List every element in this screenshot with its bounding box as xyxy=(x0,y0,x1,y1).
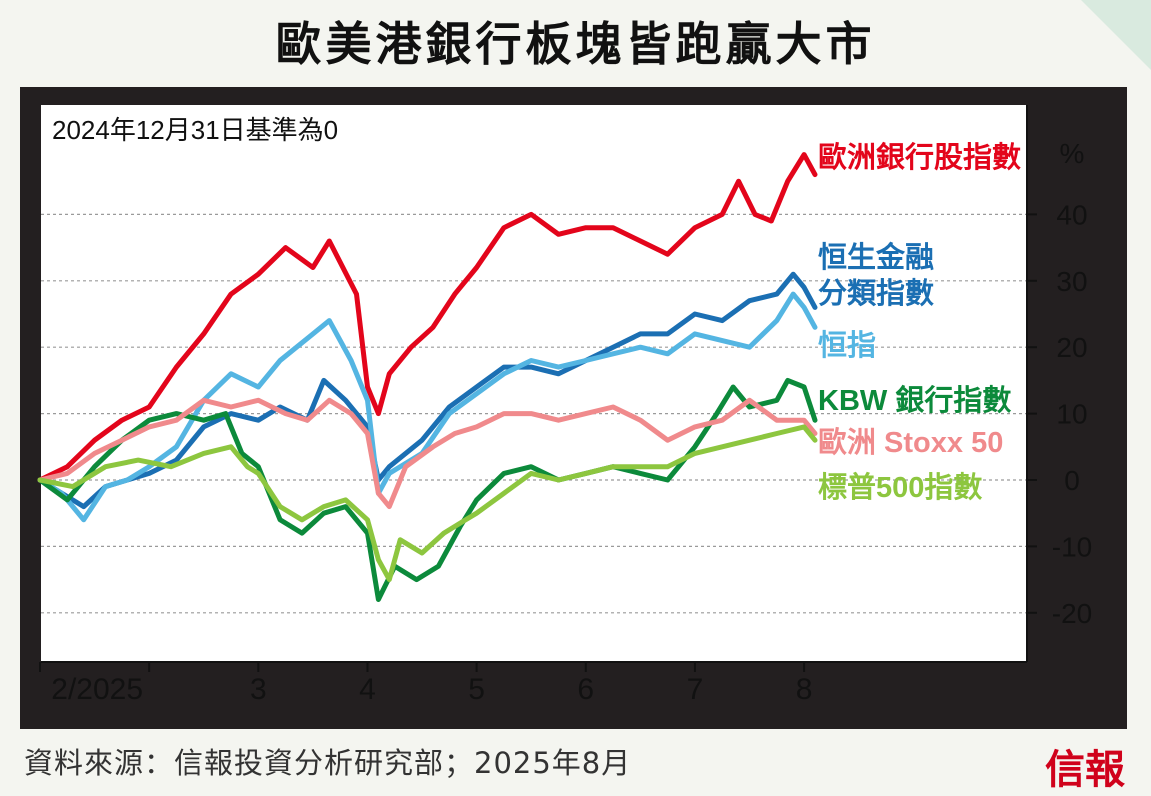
y-tick-label: -20 xyxy=(1052,598,1092,629)
y-tick-label: 40 xyxy=(1056,199,1087,230)
y-tick-label: -10 xyxy=(1052,531,1092,562)
series-line xyxy=(37,377,818,602)
legend-label: KBW 銀行指數 xyxy=(818,384,1011,417)
unit-label: % xyxy=(1060,138,1085,169)
x-tick-label: 2/2025 xyxy=(51,673,143,706)
chart-frame: -20 -10 0 10 20 30 40 2/2025 3 4 5 6 7 8 2024年12月31日基… xyxy=(20,87,1127,729)
series-line xyxy=(37,424,818,583)
corner-decoration xyxy=(1081,0,1151,70)
baseline-note: 2024年12月31日基準為0 xyxy=(52,115,338,145)
legend-label: 分類指數 xyxy=(818,277,934,310)
plot-area xyxy=(41,105,1027,662)
line-chart: -20 -10 0 10 20 30 40 2/2025 3 4 5 6 7 8 2024年12月31日基… xyxy=(37,105,1092,706)
axes: -20 -10 0 10 20 30 40 2/2025 3 4 5 6 7 8 xyxy=(39,105,1092,706)
x-tick-label: 5 xyxy=(468,673,485,706)
publisher-logo: 信報 xyxy=(1045,746,1125,793)
x-tick-label: 6 xyxy=(577,673,594,706)
legend-label: 標普500指數 xyxy=(818,471,982,504)
series-line xyxy=(37,152,818,483)
legend-label: 歐洲 Stoxx 50 xyxy=(818,426,1003,459)
y-tick-label: 10 xyxy=(1056,399,1087,430)
page-title: 歐美港銀行板塊皆跑贏大市 xyxy=(275,17,876,71)
series-line xyxy=(37,397,818,510)
legend-label: 歐洲銀行股指數 xyxy=(818,141,1021,174)
source-note: 資料來源：信報投資分析研究部；2025年8月 xyxy=(24,746,632,780)
y-tick-label: 0 xyxy=(1064,465,1080,496)
x-tick-label: 8 xyxy=(796,673,813,706)
series-lines xyxy=(37,152,818,602)
y-tick-label: 20 xyxy=(1056,332,1087,363)
series-line xyxy=(37,291,818,523)
y-tick-label: 30 xyxy=(1056,266,1087,297)
x-tick-label: 4 xyxy=(359,673,376,706)
x-tick-label: 3 xyxy=(250,673,267,706)
legend-label: 恒生金融 xyxy=(818,240,934,274)
x-tick-label: 7 xyxy=(687,673,704,706)
legend-label: 恒指 xyxy=(818,329,876,362)
